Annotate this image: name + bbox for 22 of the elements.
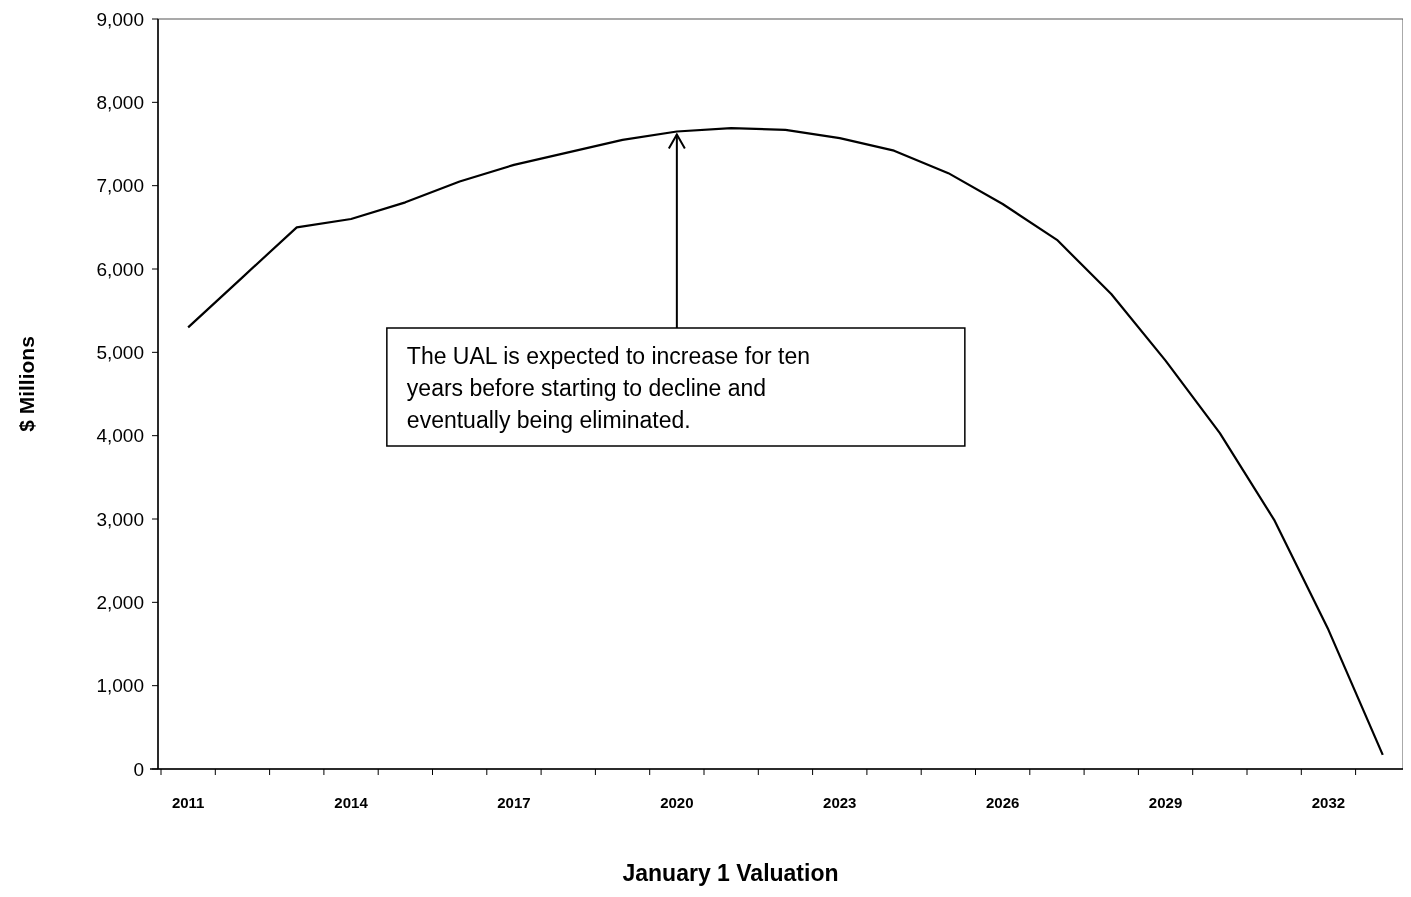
x-tick-label: 2011 xyxy=(171,794,205,811)
y-tick-label: 1,000 xyxy=(96,675,144,697)
x-axis-title: January 1 Valuation xyxy=(622,860,839,886)
x-tick-label: 2029 xyxy=(1148,794,1183,811)
y-tick-label: 5,000 xyxy=(96,341,144,363)
x-tick-label: 2032 xyxy=(1311,794,1346,811)
annotation: The UAL is expected to increase for ten years before starting to decline and eventually being eliminated. xyxy=(406,343,810,433)
y-tick-label: 4,000 xyxy=(96,425,144,447)
x-tick-label: 2020 xyxy=(660,794,694,811)
y-tick-label: 2,000 xyxy=(96,591,144,613)
y-tick-label: 7,000 xyxy=(96,175,144,197)
y-tick-label: 9,000 xyxy=(96,8,144,30)
y-tick-label: 0 xyxy=(133,758,144,780)
line-series xyxy=(187,127,1384,756)
x-tick-label: 2014 xyxy=(334,794,369,811)
x-tick-label: 2023 xyxy=(823,794,857,811)
y-tick-label: 3,000 xyxy=(96,508,144,530)
y-axis-title: $ Millions xyxy=(15,336,38,432)
x-tick-label: 2017 xyxy=(497,794,531,811)
y-tick-label: 6,000 xyxy=(96,258,144,280)
x-tick-label: 2026 xyxy=(985,794,1020,811)
y-tick-label: 8,000 xyxy=(96,91,144,113)
